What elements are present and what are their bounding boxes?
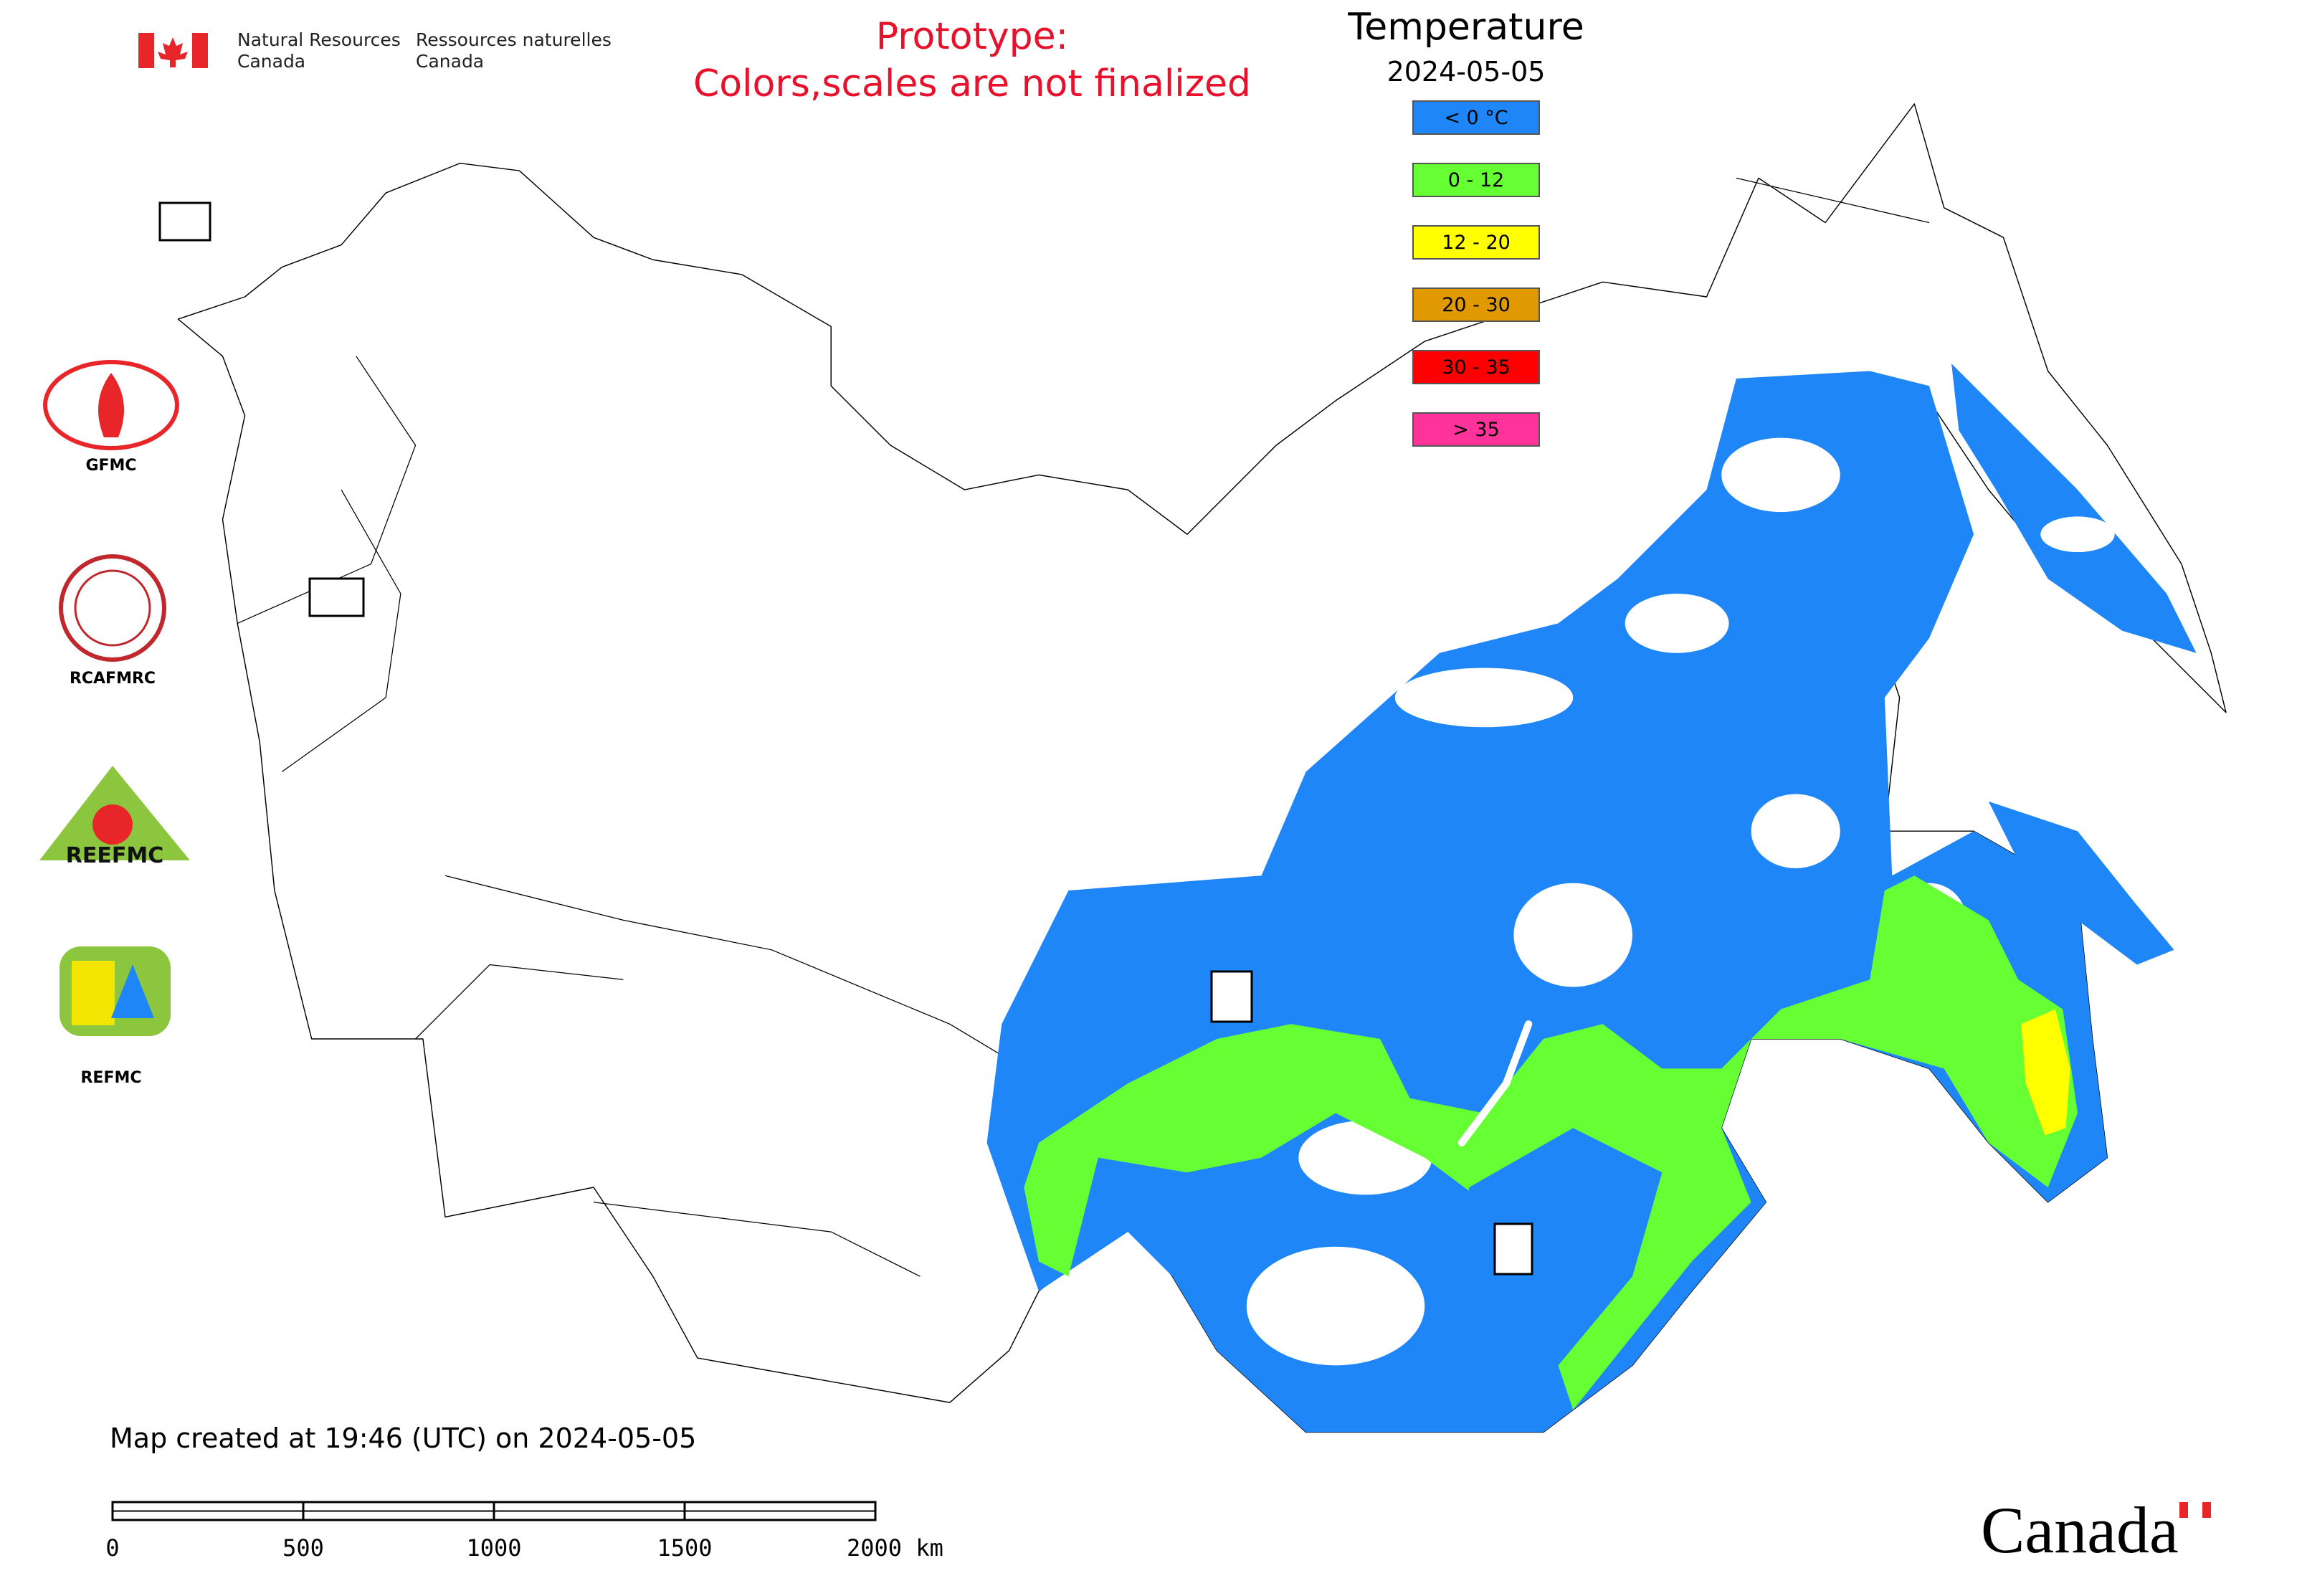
logo-label: REEFMC [66, 843, 163, 868]
scale-label: 0 [105, 1534, 119, 1562]
maple-leaf [158, 37, 188, 67]
logo-refmc: REFMC [60, 946, 171, 1087]
agency-fr: Ressources naturelles [416, 29, 612, 50]
legend-swatch [1412, 225, 1540, 260]
legend-title: Temperature [1347, 6, 1584, 49]
legend-swatch [1412, 412, 1540, 447]
scale-label: 1500 [657, 1534, 712, 1562]
nrcan-signature: Natural Resources Canada Ressources natu… [138, 29, 612, 72]
legend-swatch [1412, 350, 1540, 384]
notice: Colors,scales are not finalized [693, 62, 1251, 105]
legend-swatch [1412, 288, 1540, 322]
notice: Prototype: [876, 15, 1068, 58]
logo-label: RCAFMRC [70, 670, 156, 688]
wordmark-flag [2188, 1502, 2202, 1518]
lake [1457, 1020, 1533, 1147]
logo-rcafmrc: RCAFMRC [59, 554, 166, 688]
legend-label: 0 - 12 [1448, 169, 1504, 191]
scale-bar: 0 500 1000 1500 2000 km [105, 1501, 943, 1562]
scale-label: 1000 [466, 1534, 521, 1562]
region-fill [1951, 364, 2197, 653]
scale-label: 2000 km [847, 1534, 943, 1562]
region-fill [2021, 1009, 2070, 1136]
wordmark: Canada [1981, 1493, 2179, 1567]
scale-label: 500 [282, 1534, 324, 1562]
agency-en: Canada [237, 51, 305, 72]
legend-date: 2024-05-05 [1387, 56, 1546, 87]
legend-label: 12 - 20 [1442, 232, 1511, 254]
legend-label: < 0 °C [1444, 107, 1508, 129]
legend-label: 30 - 35 [1442, 356, 1511, 379]
agency-fr: Canada [416, 51, 484, 72]
legend-swatch [1412, 163, 1540, 197]
no-freeze-area [1246, 437, 2115, 1366]
legend-label: > 35 [1452, 419, 1500, 441]
logo-label: REFMC [80, 1069, 141, 1087]
canada-wordmark: Canada [1981, 1493, 2211, 1567]
station-marker [158, 201, 1533, 1276]
region-fill [1988, 801, 2174, 965]
legend-label: 20 - 30 [1442, 294, 1511, 316]
created-note: Map created at 19:46 (UTC) on 2024-05-05 [110, 1422, 696, 1454]
flag-bar [192, 33, 208, 68]
legend: < 0 °C 0 - 12 12 - 20 20 - 30 30 - 35 > 35 [1412, 100, 1540, 447]
map [177, 103, 2227, 1433]
border [237, 177, 1930, 1277]
legend-swatch [1412, 100, 1540, 135]
flag-bar [138, 33, 154, 68]
region-fill [1454, 1128, 1663, 1336]
logo-gfmc: GFMC [43, 360, 179, 475]
agency-en: Natural Resources [237, 29, 401, 50]
logo-label: GFMC [85, 457, 136, 475]
logo-reefmc: REEFMC [39, 766, 190, 868]
